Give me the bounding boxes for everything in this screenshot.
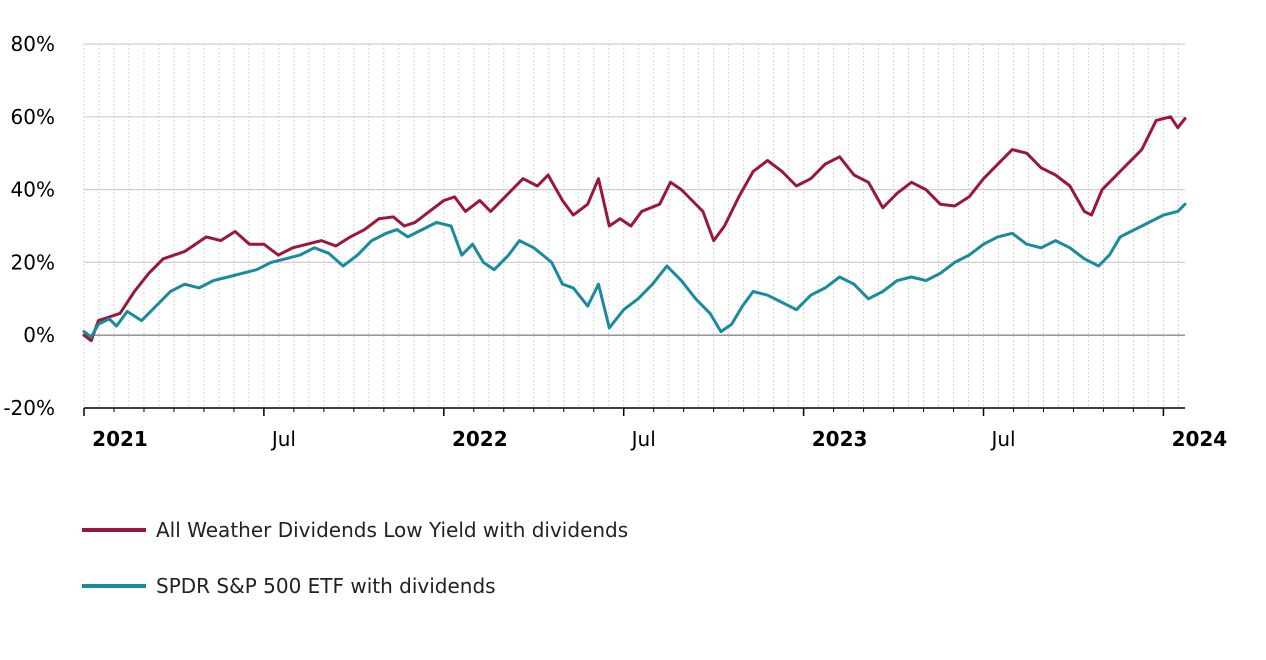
y-tick-label: 60% (11, 105, 55, 129)
y-tick-label: 80% (11, 32, 55, 56)
x-axis-ticks (83, 408, 1165, 416)
x-tick-label: 2023 (812, 427, 868, 451)
x-tick-label: 2021 (92, 427, 148, 451)
line-chart: -20% 0% 20% 40% 60% 80% 2021 Jul 2022 Jul 2023 Jul… (3, 32, 1227, 451)
legend-item-all-weather[interactable]: All Weather Dividends Low Yield with div… (82, 512, 628, 548)
y-axis-labels: -20% 0% 20% 40% 60% 80% (3, 32, 55, 420)
legend-swatch-spdr (82, 584, 146, 588)
x-tick-label: 2024 (1172, 427, 1228, 451)
legend-item-spdr[interactable]: SPDR S&P 500 ETF with dividends (82, 568, 628, 604)
major-gridlines (84, 43, 1185, 263)
series-lines (82, 115, 1187, 343)
legend-label-spdr: SPDR S&P 500 ETF with dividends (156, 574, 496, 598)
series-line-0 (82, 115, 1187, 343)
series-line-1 (82, 202, 1187, 339)
x-tick-label: Jul (630, 427, 656, 451)
legend-label-all-weather: All Weather Dividends Low Yield with div… (156, 518, 629, 542)
legend: All Weather Dividends Low Yield with div… (82, 512, 628, 624)
x-tick-label: Jul (989, 427, 1015, 451)
x-tick-label: 2022 (452, 427, 508, 451)
legend-swatch-all-weather (82, 528, 146, 532)
x-axis-labels: 2021 Jul 2022 Jul 2023 Jul 2024 (92, 427, 1227, 451)
x-tick-label: Jul (270, 427, 296, 451)
y-tick-label: 40% (11, 178, 55, 202)
y-tick-label: 0% (23, 323, 55, 347)
y-tick-label: 20% (11, 250, 55, 274)
minor-gridlines (83, 44, 1179, 408)
y-tick-label: -20% (3, 396, 55, 420)
